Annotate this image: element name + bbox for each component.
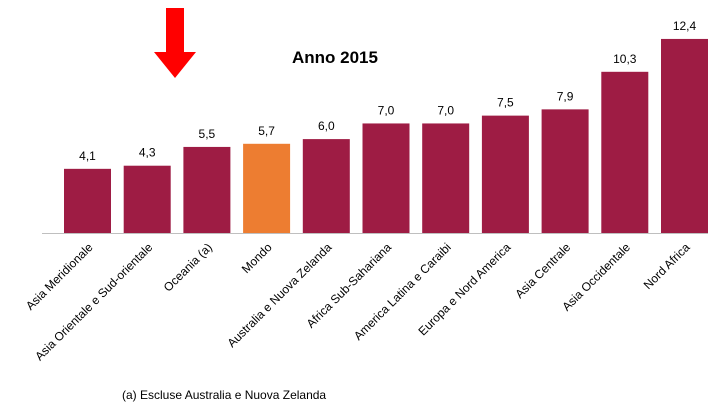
value-label: 7,5 (497, 96, 514, 110)
footnote: (a) Escluse Australia e Nuova Zelanda (122, 388, 326, 402)
value-label: 4,3 (139, 146, 156, 160)
value-label: 7,9 (557, 89, 574, 103)
chart-title: Anno 2015 (292, 48, 378, 67)
bar (362, 123, 410, 233)
bar (302, 139, 350, 233)
value-label: 10,3 (613, 52, 637, 66)
bar (422, 123, 470, 233)
value-label: 12,4 (673, 19, 697, 33)
bar (481, 115, 529, 233)
red-arrow (154, 8, 196, 78)
bar (243, 143, 291, 233)
value-label: 6,0 (318, 119, 335, 133)
bar (123, 165, 171, 233)
bar (183, 146, 231, 233)
bar (64, 168, 111, 233)
value-label: 7,0 (437, 103, 454, 117)
value-label: 7,0 (378, 103, 395, 117)
bar (541, 109, 589, 233)
value-label: 5,7 (258, 124, 275, 138)
bar (601, 71, 649, 234)
value-label: 5,5 (199, 127, 216, 141)
bar (661, 38, 708, 233)
value-label: 4,1 (79, 149, 96, 163)
